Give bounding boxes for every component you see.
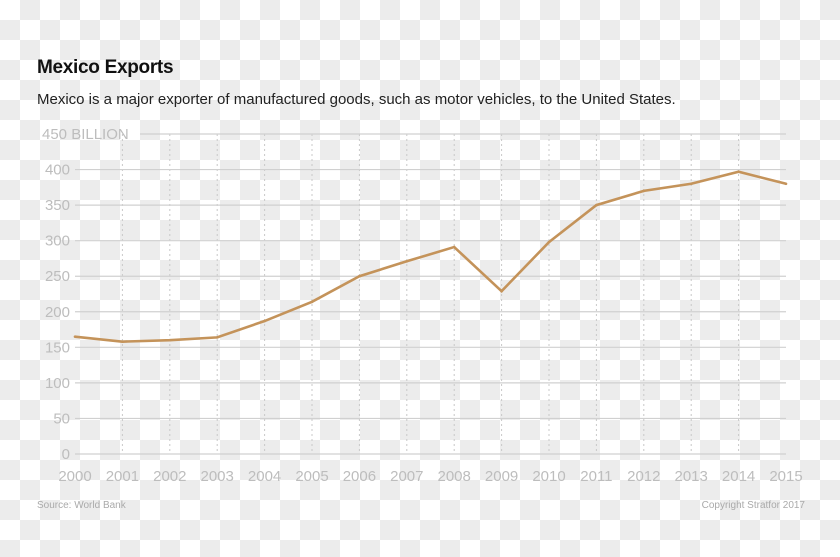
x-tick-label: 2014 bbox=[722, 468, 755, 485]
y-tick-label: 150 bbox=[45, 339, 70, 356]
x-tick-label: 2011 bbox=[580, 468, 612, 485]
data-point bbox=[595, 203, 598, 207]
data-point bbox=[689, 182, 693, 186]
data-point bbox=[310, 300, 314, 304]
y-tick-label: 350 bbox=[45, 197, 70, 214]
x-tick-label: 2010 bbox=[532, 468, 565, 485]
source-note: Source: World Bank bbox=[37, 500, 126, 511]
data-point bbox=[500, 289, 503, 293]
data-point bbox=[737, 170, 740, 173]
x-tick-label: 2004 bbox=[248, 468, 281, 485]
copyright-note: Copyright Stratfor 2017 bbox=[701, 500, 805, 511]
data-point bbox=[784, 182, 788, 186]
data-point bbox=[452, 245, 456, 249]
data-point bbox=[215, 336, 219, 339]
data-point bbox=[168, 338, 172, 342]
y-tick-label: 0 bbox=[62, 446, 70, 463]
x-tick-label: 2012 bbox=[627, 468, 660, 485]
x-tick-label: 2006 bbox=[343, 468, 376, 485]
x-tick-label: 2013 bbox=[675, 468, 708, 485]
x-tick-label: 2007 bbox=[390, 468, 423, 485]
y-tick-label: 450 BILLION bbox=[42, 126, 129, 143]
series-line bbox=[74, 170, 787, 343]
x-tick-label: 2008 bbox=[438, 468, 471, 485]
x-tick-label: 2005 bbox=[295, 468, 328, 485]
data-point bbox=[405, 259, 409, 263]
x-tick-label: 2009 bbox=[485, 468, 518, 485]
chart-title: Mexico Exports bbox=[37, 57, 174, 78]
y-tick-label: 200 bbox=[45, 304, 70, 321]
chart-subtitle: Mexico is a major exporter of manufactur… bbox=[37, 91, 676, 108]
data-point bbox=[642, 189, 646, 193]
y-tick-label: 250 bbox=[45, 268, 70, 285]
y-tick-label: 400 bbox=[45, 162, 70, 179]
x-tick-label: 2000 bbox=[58, 468, 91, 485]
data-point bbox=[358, 274, 361, 278]
data-point bbox=[547, 240, 551, 244]
x-tick-label: 2015 bbox=[769, 468, 802, 485]
data-point bbox=[73, 335, 77, 338]
y-tick-label: 50 bbox=[53, 410, 70, 427]
data-point bbox=[263, 319, 266, 323]
x-tick-label: 2003 bbox=[201, 468, 234, 485]
x-tick-label: 2001 bbox=[106, 468, 139, 485]
data-point bbox=[121, 340, 124, 343]
x-tick-label: 2002 bbox=[153, 468, 186, 485]
y-tick-label: 300 bbox=[45, 233, 70, 250]
y-tick-label: 100 bbox=[45, 375, 70, 392]
